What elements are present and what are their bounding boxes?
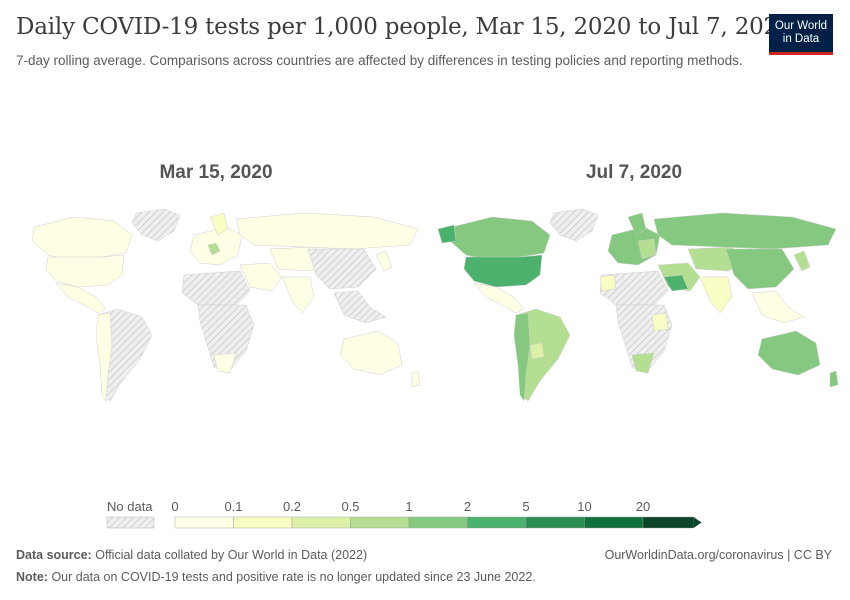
region-japan-korea bbox=[793, 250, 811, 272]
region-mexico bbox=[55, 282, 107, 314]
region-morocco bbox=[599, 274, 617, 292]
legend-tick-label: 2 bbox=[464, 499, 471, 514]
legend-tick-label: 0.1 bbox=[224, 499, 242, 514]
region-usa bbox=[463, 254, 543, 288]
region-europe-east bbox=[637, 238, 657, 260]
region-europe-hot bbox=[207, 242, 221, 256]
legend-no-data-swatch bbox=[106, 516, 155, 529]
region-usa bbox=[45, 254, 125, 288]
region-greenland bbox=[549, 208, 599, 242]
note-label: Note: bbox=[16, 570, 48, 584]
world-map-svg-left bbox=[31, 208, 421, 402]
legend-bins bbox=[174, 516, 702, 529]
region-new-zealand bbox=[411, 370, 421, 388]
legend-tick-label: 1 bbox=[405, 499, 412, 514]
map-title-right: Jul 7, 2020 bbox=[585, 162, 683, 183]
region-alaska bbox=[437, 224, 457, 244]
legend-svg: No data 0 0.1 0.2 0.5 1 2 5 10 20 bbox=[106, 499, 702, 529]
region-bolivia bbox=[529, 342, 545, 360]
region-south-america-west bbox=[95, 312, 113, 402]
region-australia bbox=[757, 330, 821, 376]
map-title-left: Mar 15, 2020 bbox=[159, 162, 273, 183]
region-greenland bbox=[131, 208, 181, 242]
region-africa bbox=[197, 304, 255, 374]
legend-no-data-label: No data bbox=[107, 499, 153, 514]
region-africa-north bbox=[181, 270, 251, 306]
color-legend: No data 0 0.1 0.2 0.5 1 2 5 10 20 bbox=[0, 495, 850, 535]
region-russia bbox=[653, 212, 837, 250]
world-map-mar-15[interactable] bbox=[14, 205, 434, 415]
region-middle-east bbox=[239, 262, 283, 292]
region-africa-south bbox=[213, 352, 237, 374]
region-scandinavia bbox=[627, 212, 647, 236]
legend-bin[interactable] bbox=[291, 516, 351, 529]
legend-tick-label: 0 bbox=[171, 499, 178, 514]
region-africa-south bbox=[631, 352, 655, 374]
data-source-text: Official data collated by Our World in D… bbox=[95, 548, 368, 562]
owid-url-link[interactable]: OurWorldinData.org/coronavirus | CC BY bbox=[604, 548, 832, 562]
legend-tick-label: 10 bbox=[577, 499, 591, 514]
data-source-label: Data source: bbox=[16, 548, 92, 562]
legend-bin[interactable] bbox=[584, 516, 644, 529]
legend-bin[interactable] bbox=[174, 516, 234, 529]
chart-subtitle: 7-day rolling average. Comparisons acros… bbox=[16, 53, 743, 68]
region-se-asia bbox=[333, 290, 387, 324]
legend-bin[interactable] bbox=[525, 516, 585, 529]
region-china bbox=[307, 248, 377, 290]
legend-bin[interactable] bbox=[350, 516, 410, 529]
legend-tick-label: 0.2 bbox=[283, 499, 301, 514]
region-scandinavia bbox=[209, 212, 229, 236]
region-india bbox=[281, 276, 315, 314]
region-se-asia bbox=[751, 290, 805, 324]
region-saudi-uae bbox=[663, 274, 689, 292]
region-canada bbox=[31, 216, 133, 262]
chart-title: Daily COVID-19 tests per 1,000 people, M… bbox=[16, 14, 793, 40]
region-india bbox=[699, 276, 733, 314]
data-source-line: Data source: Official data collated by O… bbox=[16, 548, 367, 562]
legend-tick-label: 0.5 bbox=[341, 499, 359, 514]
legend-ticks: 0 0.1 0.2 0.5 1 2 5 10 20 bbox=[171, 499, 650, 514]
world-map-svg-right bbox=[437, 208, 839, 402]
region-mexico bbox=[473, 282, 525, 314]
legend-bin[interactable] bbox=[642, 516, 694, 529]
note-text: Our data on COVID-19 tests and positive … bbox=[51, 570, 536, 584]
region-china bbox=[725, 248, 795, 290]
legend-tick-label: 5 bbox=[522, 499, 529, 514]
note-line: Note: Our data on COVID-19 tests and pos… bbox=[16, 570, 536, 584]
legend-bin[interactable] bbox=[467, 516, 527, 529]
region-south-america-west bbox=[513, 312, 531, 402]
legend-arrow bbox=[693, 517, 702, 528]
region-australia bbox=[339, 330, 403, 376]
region-africa-east bbox=[651, 312, 669, 332]
legend-bin[interactable] bbox=[233, 516, 293, 529]
legend-bin[interactable] bbox=[408, 516, 468, 529]
owid-logo[interactable]: Our World in Data bbox=[769, 14, 833, 55]
legend-tick-label: 20 bbox=[636, 499, 650, 514]
world-map-jul-7[interactable] bbox=[432, 205, 850, 415]
region-new-zealand bbox=[829, 370, 839, 388]
region-russia bbox=[235, 212, 419, 250]
region-japan-korea bbox=[375, 250, 393, 272]
region-canada bbox=[449, 216, 551, 262]
